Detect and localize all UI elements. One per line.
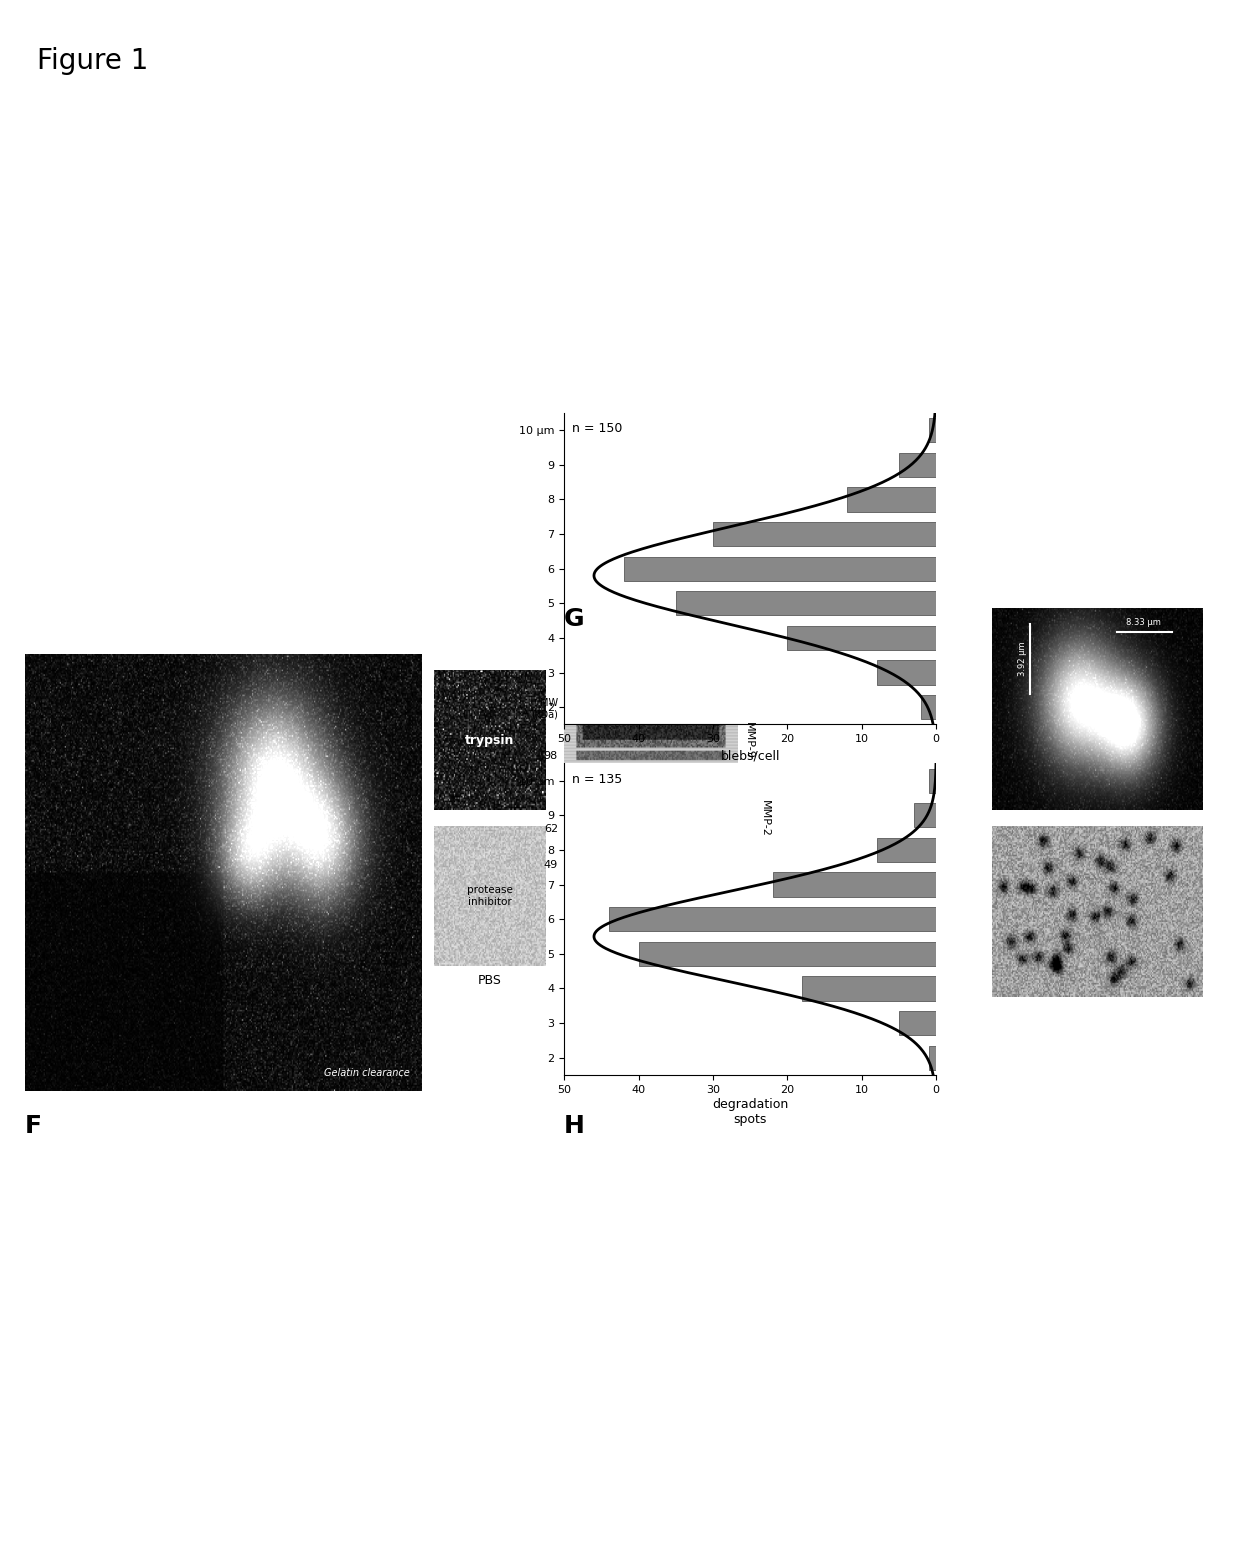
Text: MW
(kDa): MW (kDa) bbox=[531, 698, 558, 720]
Text: 98: 98 bbox=[544, 751, 558, 760]
Bar bbox=[676, 590, 936, 615]
Text: 62: 62 bbox=[544, 824, 558, 834]
Bar bbox=[929, 418, 936, 442]
Bar bbox=[773, 872, 936, 897]
Text: PBS: PBS bbox=[477, 974, 502, 986]
Bar bbox=[877, 661, 936, 684]
Text: MMP-9: MMP-9 bbox=[744, 721, 754, 759]
Text: 49: 49 bbox=[544, 860, 558, 869]
Bar bbox=[929, 768, 936, 793]
Text: trypsin: trypsin bbox=[465, 734, 515, 746]
Bar bbox=[802, 977, 936, 1000]
Bar bbox=[624, 556, 936, 581]
Bar bbox=[899, 1011, 936, 1035]
Bar bbox=[787, 626, 936, 650]
Bar bbox=[914, 804, 936, 827]
Text: F: F bbox=[25, 1114, 42, 1137]
Text: 3.92 μm: 3.92 μm bbox=[1018, 640, 1028, 676]
Text: MMP-2: MMP-2 bbox=[760, 799, 770, 837]
Bar bbox=[877, 838, 936, 862]
X-axis label: degradation
spots: degradation spots bbox=[712, 1097, 789, 1125]
Bar bbox=[609, 907, 936, 932]
Text: Gelatin clearance: Gelatin clearance bbox=[324, 1067, 409, 1078]
X-axis label: blebs/cell: blebs/cell bbox=[720, 749, 780, 763]
Text: n = 135: n = 135 bbox=[572, 773, 622, 785]
Text: H: H bbox=[564, 1114, 585, 1137]
Bar bbox=[921, 695, 936, 720]
Bar bbox=[929, 1045, 936, 1070]
Bar bbox=[899, 453, 936, 477]
Text: protease
inhibitor: protease inhibitor bbox=[467, 885, 512, 907]
Text: Figure 1: Figure 1 bbox=[37, 47, 149, 75]
Bar bbox=[713, 522, 936, 547]
Text: n = 150: n = 150 bbox=[572, 422, 622, 435]
Bar bbox=[639, 941, 936, 966]
Bar bbox=[847, 488, 936, 511]
Text: G: G bbox=[564, 608, 585, 631]
Text: 8.33 μm: 8.33 μm bbox=[1126, 619, 1162, 628]
